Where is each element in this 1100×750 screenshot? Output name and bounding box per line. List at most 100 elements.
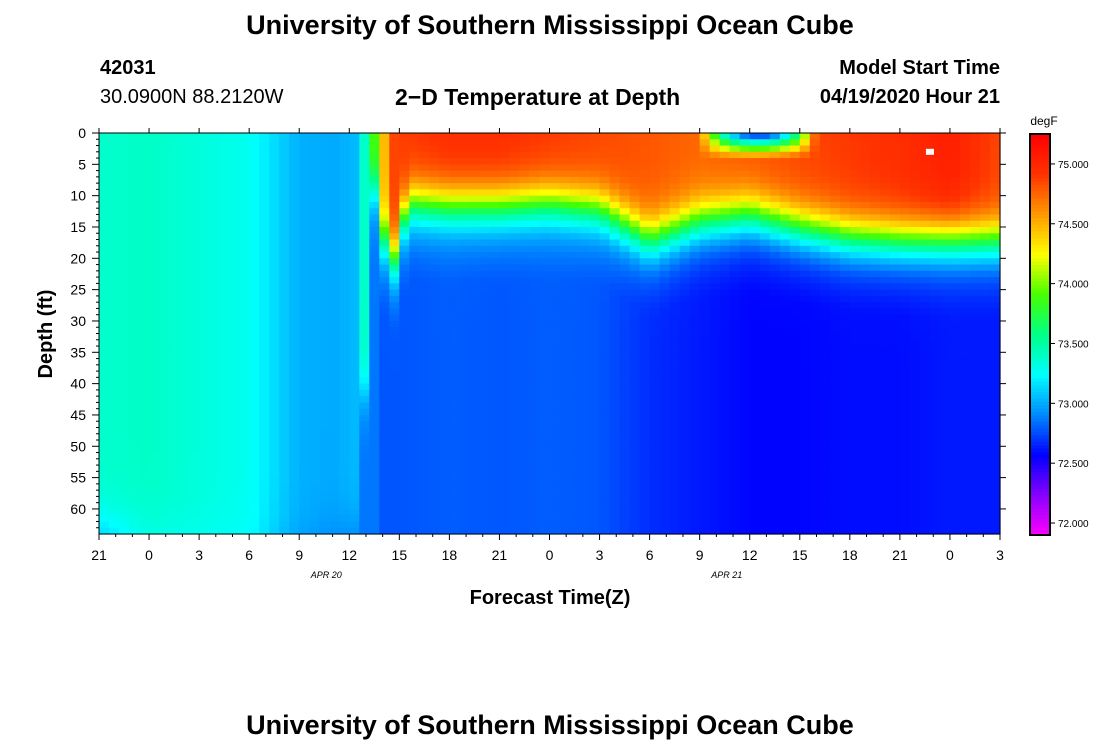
heatmap-cell [279, 239, 290, 247]
heatmap-cell [859, 446, 871, 454]
heatmap-cell [129, 346, 140, 353]
heatmap-cell [559, 352, 571, 360]
heatmap-cell [489, 233, 501, 241]
heatmap-cell [339, 389, 350, 397]
heatmap-cell [139, 508, 150, 516]
heatmap-cell [229, 183, 240, 190]
heatmap-cell [369, 433, 380, 441]
heatmap-cell [639, 521, 651, 529]
heatmap-cell [179, 408, 190, 416]
heatmap-cell [699, 195, 711, 203]
heatmap-cell [779, 508, 791, 516]
heatmap-cell [599, 421, 611, 429]
heatmap-cell [109, 145, 120, 153]
heatmap-cell [799, 151, 811, 159]
heatmap-cell [609, 427, 621, 435]
heatmap-cell [739, 396, 751, 404]
heatmap-cell [319, 226, 330, 234]
heatmap-cell [539, 151, 551, 159]
heatmap-cell [699, 295, 711, 303]
heatmap-cell [259, 490, 270, 498]
heatmap-cell [469, 446, 481, 454]
heatmap-cell [179, 201, 190, 209]
heatmap-cell [819, 483, 831, 491]
heatmap-cell [789, 258, 801, 266]
heatmap-cell [309, 139, 320, 147]
heatmap-cell [689, 515, 701, 523]
heatmap-cell [459, 446, 471, 454]
heatmap-cell [689, 258, 701, 266]
heatmap-cell [589, 477, 601, 485]
heatmap-cell [239, 233, 250, 241]
heatmap-cell [139, 440, 150, 447]
heatmap-cell [229, 264, 240, 272]
heatmap-cell [429, 133, 440, 140]
heatmap-cell [859, 402, 871, 410]
heatmap-cell [289, 352, 300, 360]
heatmap-cell [329, 220, 340, 228]
heatmap-cell [129, 440, 140, 447]
heatmap-cell [379, 339, 390, 347]
heatmap-cell [149, 195, 160, 203]
heatmap-cell [439, 283, 450, 291]
heatmap-cell [409, 371, 420, 378]
heatmap-cell [339, 139, 350, 147]
heatmap-cell [119, 252, 130, 259]
heatmap-cell [489, 383, 501, 391]
heatmap-cell [159, 320, 170, 328]
heatmap-cell [799, 226, 811, 234]
heatmap-cell [569, 176, 581, 184]
heatmap-cell [469, 252, 481, 259]
heatmap-cell [709, 201, 721, 209]
heatmap-cell [539, 477, 551, 485]
heatmap-cell [629, 408, 641, 416]
heatmap-cell [409, 352, 420, 360]
heatmap-cell [759, 465, 771, 472]
heatmap-cell [319, 277, 330, 284]
heatmap-cell [859, 195, 871, 203]
heatmap-cell [339, 151, 350, 159]
heatmap-cell [479, 458, 491, 466]
heatmap-cell [389, 396, 400, 404]
heatmap-cell [839, 433, 851, 441]
heatmap-cell [759, 189, 771, 197]
heatmap-cell [379, 421, 390, 429]
heatmap-cell [569, 477, 581, 485]
heatmap-cell [299, 352, 310, 360]
heatmap-cell [409, 277, 420, 284]
heatmap-cell [309, 471, 320, 479]
heatmap-cell [289, 502, 300, 510]
heatmap-cell [369, 333, 380, 341]
heatmap-cell [399, 201, 410, 209]
heatmap-cell [719, 358, 731, 366]
heatmap-cell [799, 164, 811, 172]
heatmap-cell [399, 245, 410, 253]
heatmap-cell [239, 308, 250, 316]
heatmap-cell [309, 170, 320, 178]
heatmap-cell [709, 239, 721, 247]
heatmap-cell [649, 176, 661, 184]
heatmap-cell [829, 358, 841, 366]
heatmap-cell [469, 515, 481, 523]
heatmap-cell [149, 245, 160, 253]
heatmap-cell [409, 346, 420, 353]
heatmap-cell [289, 515, 300, 523]
heatmap-cell [509, 195, 521, 203]
heatmap-cell [109, 490, 120, 498]
heatmap-cell [139, 471, 150, 479]
heatmap-cell [549, 358, 561, 366]
heatmap-cell [159, 145, 170, 153]
heatmap-cell [149, 295, 160, 303]
heatmap-cell [819, 346, 831, 353]
heatmap-cell [109, 252, 120, 259]
heatmap-cell [539, 371, 551, 378]
heatmap-cell [579, 358, 591, 366]
heatmap-cell [279, 164, 290, 172]
heatmap-cell [519, 158, 531, 165]
heatmap-cell [379, 396, 390, 404]
heatmap-cell [749, 264, 761, 272]
heatmap-cell [489, 471, 501, 479]
heatmap-cell [309, 490, 320, 498]
heatmap-cell [629, 458, 641, 466]
heatmap-cell [649, 327, 661, 335]
